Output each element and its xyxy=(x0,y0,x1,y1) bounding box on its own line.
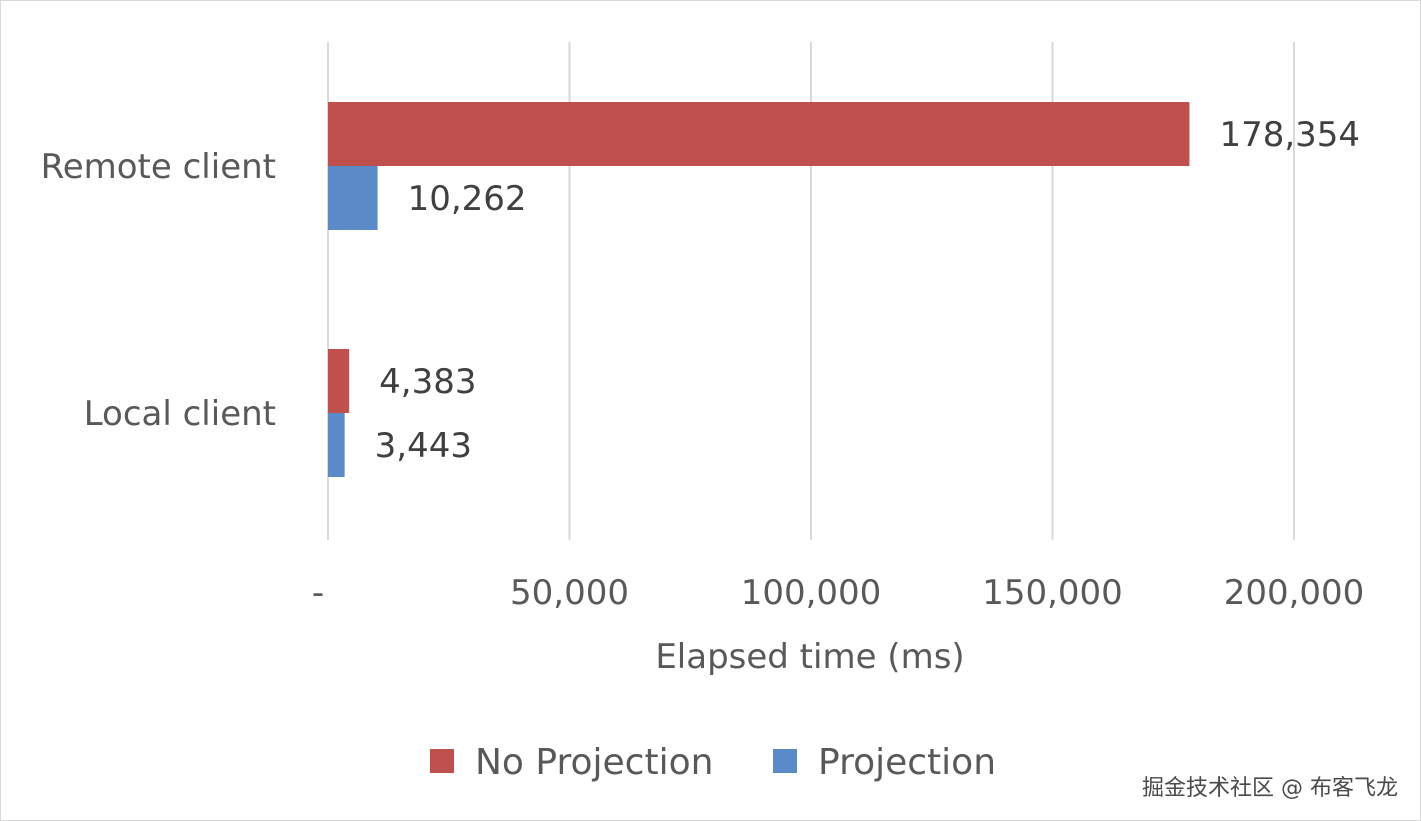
bar-no-projection xyxy=(328,349,350,413)
watermark: 掘金技术社区 @ 布客飞龙 xyxy=(1142,776,1398,801)
category-label: Local client xyxy=(84,394,276,434)
data-label: 10,262 xyxy=(408,179,527,219)
x-tick-label: 100,000 xyxy=(741,573,882,613)
legend-label: No Projection xyxy=(475,742,713,783)
legend-swatch xyxy=(430,749,454,773)
bar-projection xyxy=(328,166,378,230)
bar-no-projection xyxy=(328,102,1190,166)
x-tick-label: 150,000 xyxy=(982,573,1123,613)
x-tick-label: - xyxy=(312,573,324,613)
bars xyxy=(328,102,1190,477)
legend: No Projection Projection xyxy=(430,742,996,783)
category-label: Remote client xyxy=(41,147,276,187)
x-axis-title: Elapsed time (ms) xyxy=(655,637,964,677)
labels: - 50,000 100,000 150,000 200,000 Remote clien… xyxy=(41,115,1365,613)
legend-label: Projection xyxy=(818,742,996,783)
bar-projection xyxy=(328,413,345,477)
x-tick-label: 200,000 xyxy=(1224,573,1365,613)
data-label: 3,443 xyxy=(375,426,472,466)
data-label: 178,354 xyxy=(1219,115,1360,155)
legend-swatch xyxy=(773,749,797,773)
data-label: 4,383 xyxy=(379,362,476,402)
x-tick-label: 50,000 xyxy=(510,573,629,613)
